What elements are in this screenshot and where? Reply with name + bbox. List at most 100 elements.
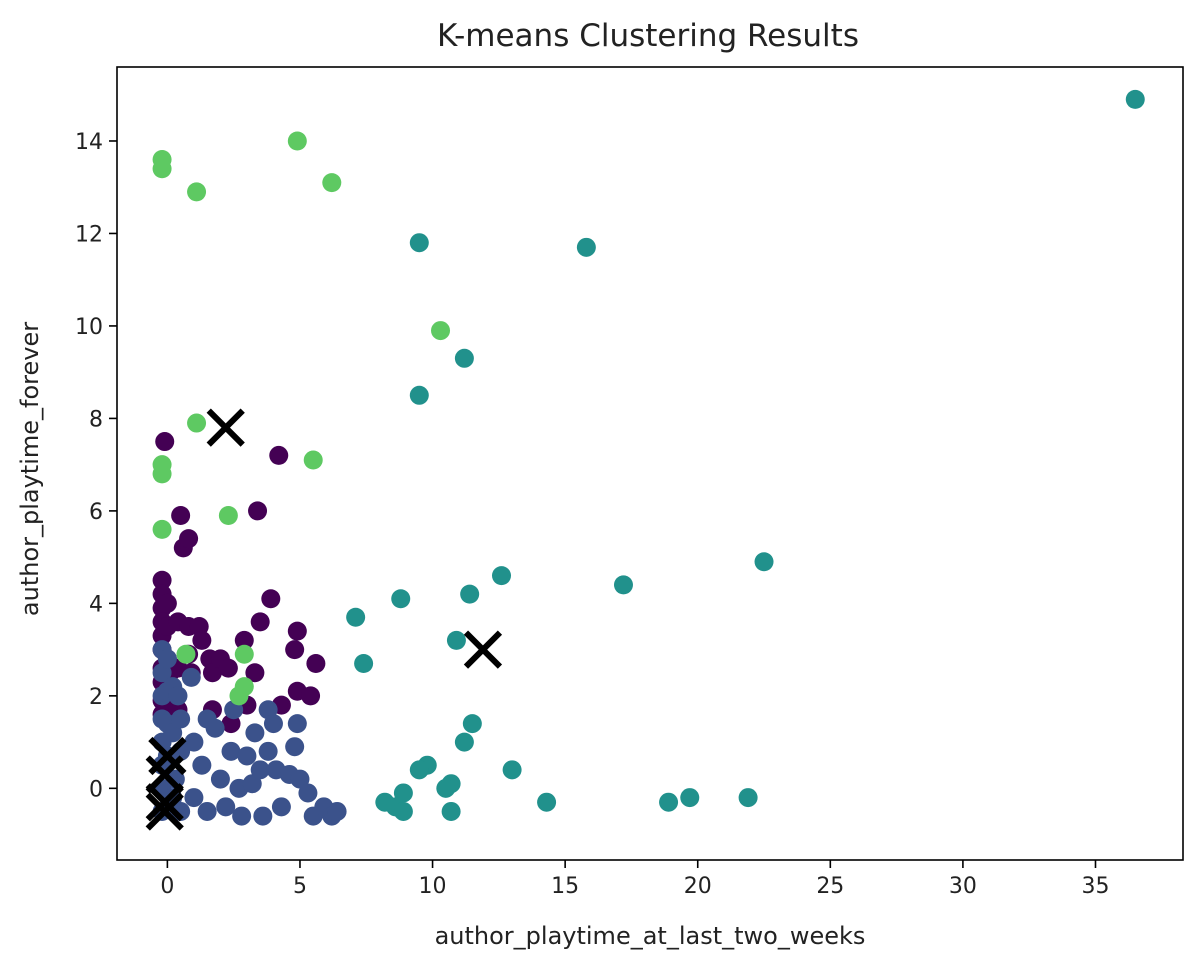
centroid-marker (206, 408, 245, 447)
data-point-cluster-3 (322, 173, 342, 193)
data-point-cluster-0 (301, 686, 321, 706)
data-point-cluster-0 (152, 570, 172, 590)
centroid-marker (463, 630, 503, 669)
data-point-cluster-1 (285, 737, 305, 757)
data-point-cluster-2 (502, 760, 522, 780)
x-tick-label: 15 (551, 874, 579, 899)
data-point-cluster-2 (454, 348, 474, 368)
data-point-cluster-2 (460, 584, 480, 604)
data-point-cluster-0 (202, 663, 222, 683)
x-tick-label: 20 (684, 874, 712, 899)
y-tick-label: 10 (75, 315, 103, 340)
data-point-cluster-3 (287, 131, 307, 151)
data-point-cluster-1 (327, 801, 347, 821)
y-tick-label: 4 (89, 592, 103, 617)
data-point-cluster-1 (290, 769, 310, 789)
data-point-cluster-1 (168, 686, 188, 706)
data-point-cluster-2 (409, 760, 429, 780)
plot-marks (152, 89, 1145, 826)
centroid-marker (145, 755, 184, 794)
data-point-cluster-2 (454, 732, 474, 752)
x-tick-label: 25 (816, 874, 844, 899)
data-point-cluster-2 (354, 653, 374, 673)
x-tick-label: 35 (1081, 874, 1109, 899)
data-point-cluster-1 (263, 714, 283, 734)
data-point-cluster-1 (192, 755, 212, 775)
data-point-cluster-0 (192, 630, 212, 650)
data-point-cluster-1 (221, 741, 241, 761)
data-point-cluster-2 (391, 589, 411, 609)
data-point-cluster-2 (441, 801, 461, 821)
x-tick-label: 30 (949, 874, 977, 899)
data-point-cluster-3 (176, 644, 196, 664)
data-point-cluster-1 (210, 769, 230, 789)
data-point-cluster-0 (171, 506, 191, 526)
data-point-cluster-3 (303, 450, 323, 470)
axes: 0 5 10 15 20 25 30 35 0 2 4 6 8 10 12 14 (75, 130, 1109, 899)
data-point-cluster-3 (152, 464, 172, 484)
data-point-cluster-0 (248, 501, 268, 521)
centroid-stroke (145, 755, 184, 794)
data-point-cluster-2 (537, 792, 557, 812)
data-point-cluster-3 (187, 413, 207, 433)
data-point-cluster-0 (155, 432, 175, 452)
data-point-cluster-0 (245, 663, 265, 683)
data-point-cluster-2 (393, 783, 413, 803)
centroid-stroke (206, 408, 245, 447)
data-point-cluster-2 (409, 385, 429, 405)
data-point-cluster-0 (250, 612, 270, 632)
data-point-cluster-2 (346, 607, 366, 627)
data-point-cluster-1 (287, 714, 307, 734)
data-point-cluster-1 (216, 797, 236, 817)
data-point-cluster-2 (576, 237, 596, 257)
centroid-marker (145, 783, 184, 822)
data-point-cluster-0 (306, 653, 326, 673)
data-point-cluster-1 (197, 801, 217, 821)
data-point-cluster-3 (431, 321, 451, 341)
centroid-stroke (145, 783, 184, 822)
data-point-cluster-1 (232, 806, 252, 826)
data-point-cluster-2 (492, 566, 512, 586)
data-point-cluster-2 (680, 788, 700, 808)
data-point-cluster-0 (269, 445, 289, 465)
y-tick-label: 2 (89, 685, 103, 710)
data-point-cluster-2 (409, 233, 429, 253)
y-axis-label: author_playtime_forever (16, 322, 44, 616)
data-point-cluster-1 (258, 741, 278, 761)
centroid-marks (145, 408, 503, 831)
data-point-cluster-1 (237, 746, 257, 766)
data-point-cluster-1 (253, 806, 273, 826)
data-point-cluster-0 (179, 529, 199, 549)
data-point-cluster-1 (184, 788, 204, 808)
data-point-cluster-3 (234, 644, 254, 664)
data-point-cluster-2 (613, 575, 633, 595)
data-point-cluster-2 (446, 630, 466, 650)
data-point-cluster-2 (393, 801, 413, 821)
y-tick-label: 0 (89, 777, 103, 802)
data-point-cluster-3 (152, 519, 172, 539)
data-point-cluster-2 (436, 778, 456, 798)
data-point-cluster-0 (234, 630, 254, 650)
x-tick-label: 10 (419, 874, 447, 899)
data-point-cluster-0 (218, 658, 238, 678)
centroid-stroke (463, 630, 503, 669)
data-point-cluster-3 (229, 686, 249, 706)
data-point-cluster-1 (242, 774, 262, 794)
data-point-cluster-1 (157, 649, 177, 669)
data-point-cluster-1 (245, 723, 265, 743)
data-point-cluster-0 (157, 593, 177, 613)
data-point-cluster-0 (261, 589, 281, 609)
data-point-cluster-1 (163, 723, 183, 743)
y-tick-label: 14 (75, 130, 103, 155)
chart-title: K-means Clustering Results (437, 18, 859, 54)
x-tick-label: 5 (293, 874, 307, 899)
data-point-cluster-2 (754, 552, 774, 572)
data-point-cluster-1 (271, 797, 291, 817)
y-tick-label: 12 (75, 222, 103, 247)
data-point-cluster-2 (738, 788, 758, 808)
plot-frame (116, 66, 1184, 861)
data-point-cluster-3 (218, 506, 238, 526)
data-point-cluster-2 (1125, 89, 1145, 109)
